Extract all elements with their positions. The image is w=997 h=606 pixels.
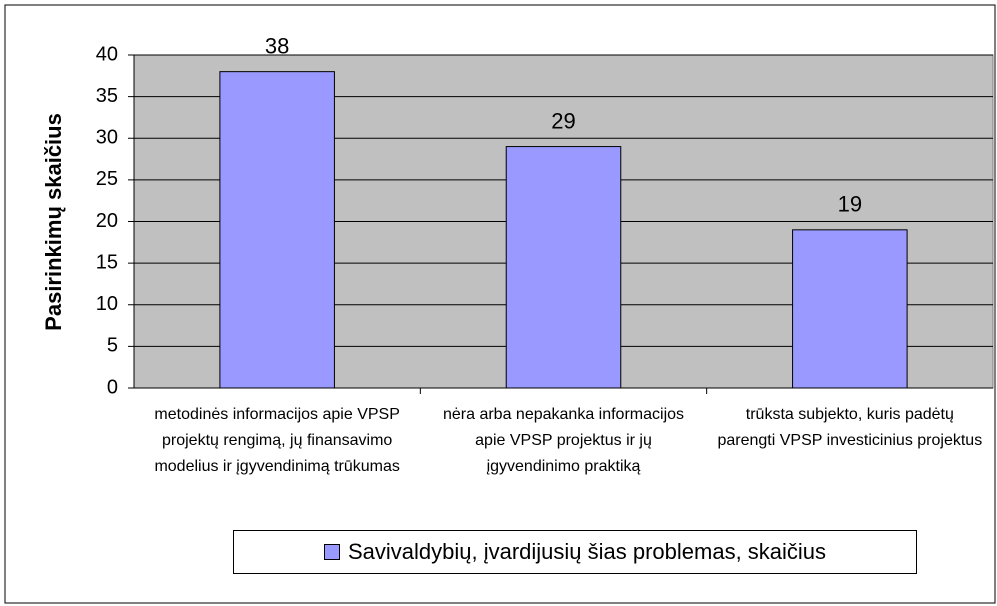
data-label: 19: [838, 192, 862, 217]
legend: Savivaldybių, įvardijusių šias problemas…: [233, 530, 917, 574]
y-tick-label: 30: [96, 127, 118, 149]
y-tick-label: 40: [96, 43, 118, 65]
y-tick-label: 25: [96, 168, 118, 190]
y-tick-label: 10: [96, 293, 118, 315]
bar: [219, 71, 335, 389]
y-tick-label: 5: [107, 335, 118, 357]
y-tick-label: 0: [107, 376, 118, 398]
x-tick-label: trūksta subjekto, kuris padėtų parengti …: [717, 406, 983, 449]
bar: [792, 229, 908, 389]
legend-swatch: [323, 544, 340, 560]
y-axis-label: Pasirinkimų skaičius: [41, 113, 66, 331]
legend-label: Savivaldybių, įvardijusių šias problemas…: [347, 539, 827, 564]
y-tick-label: 15: [96, 251, 118, 273]
bar: [505, 146, 622, 389]
data-label: 29: [551, 108, 575, 133]
x-tick-label: nėra arba nepakanka informacijos apie VP…: [442, 406, 685, 475]
x-tick-label: metodinės informacijos apie VPSP projekt…: [154, 406, 400, 475]
y-tick-label: 35: [96, 85, 118, 107]
data-label: 38: [265, 33, 289, 58]
y-tick-label: 20: [96, 210, 118, 232]
